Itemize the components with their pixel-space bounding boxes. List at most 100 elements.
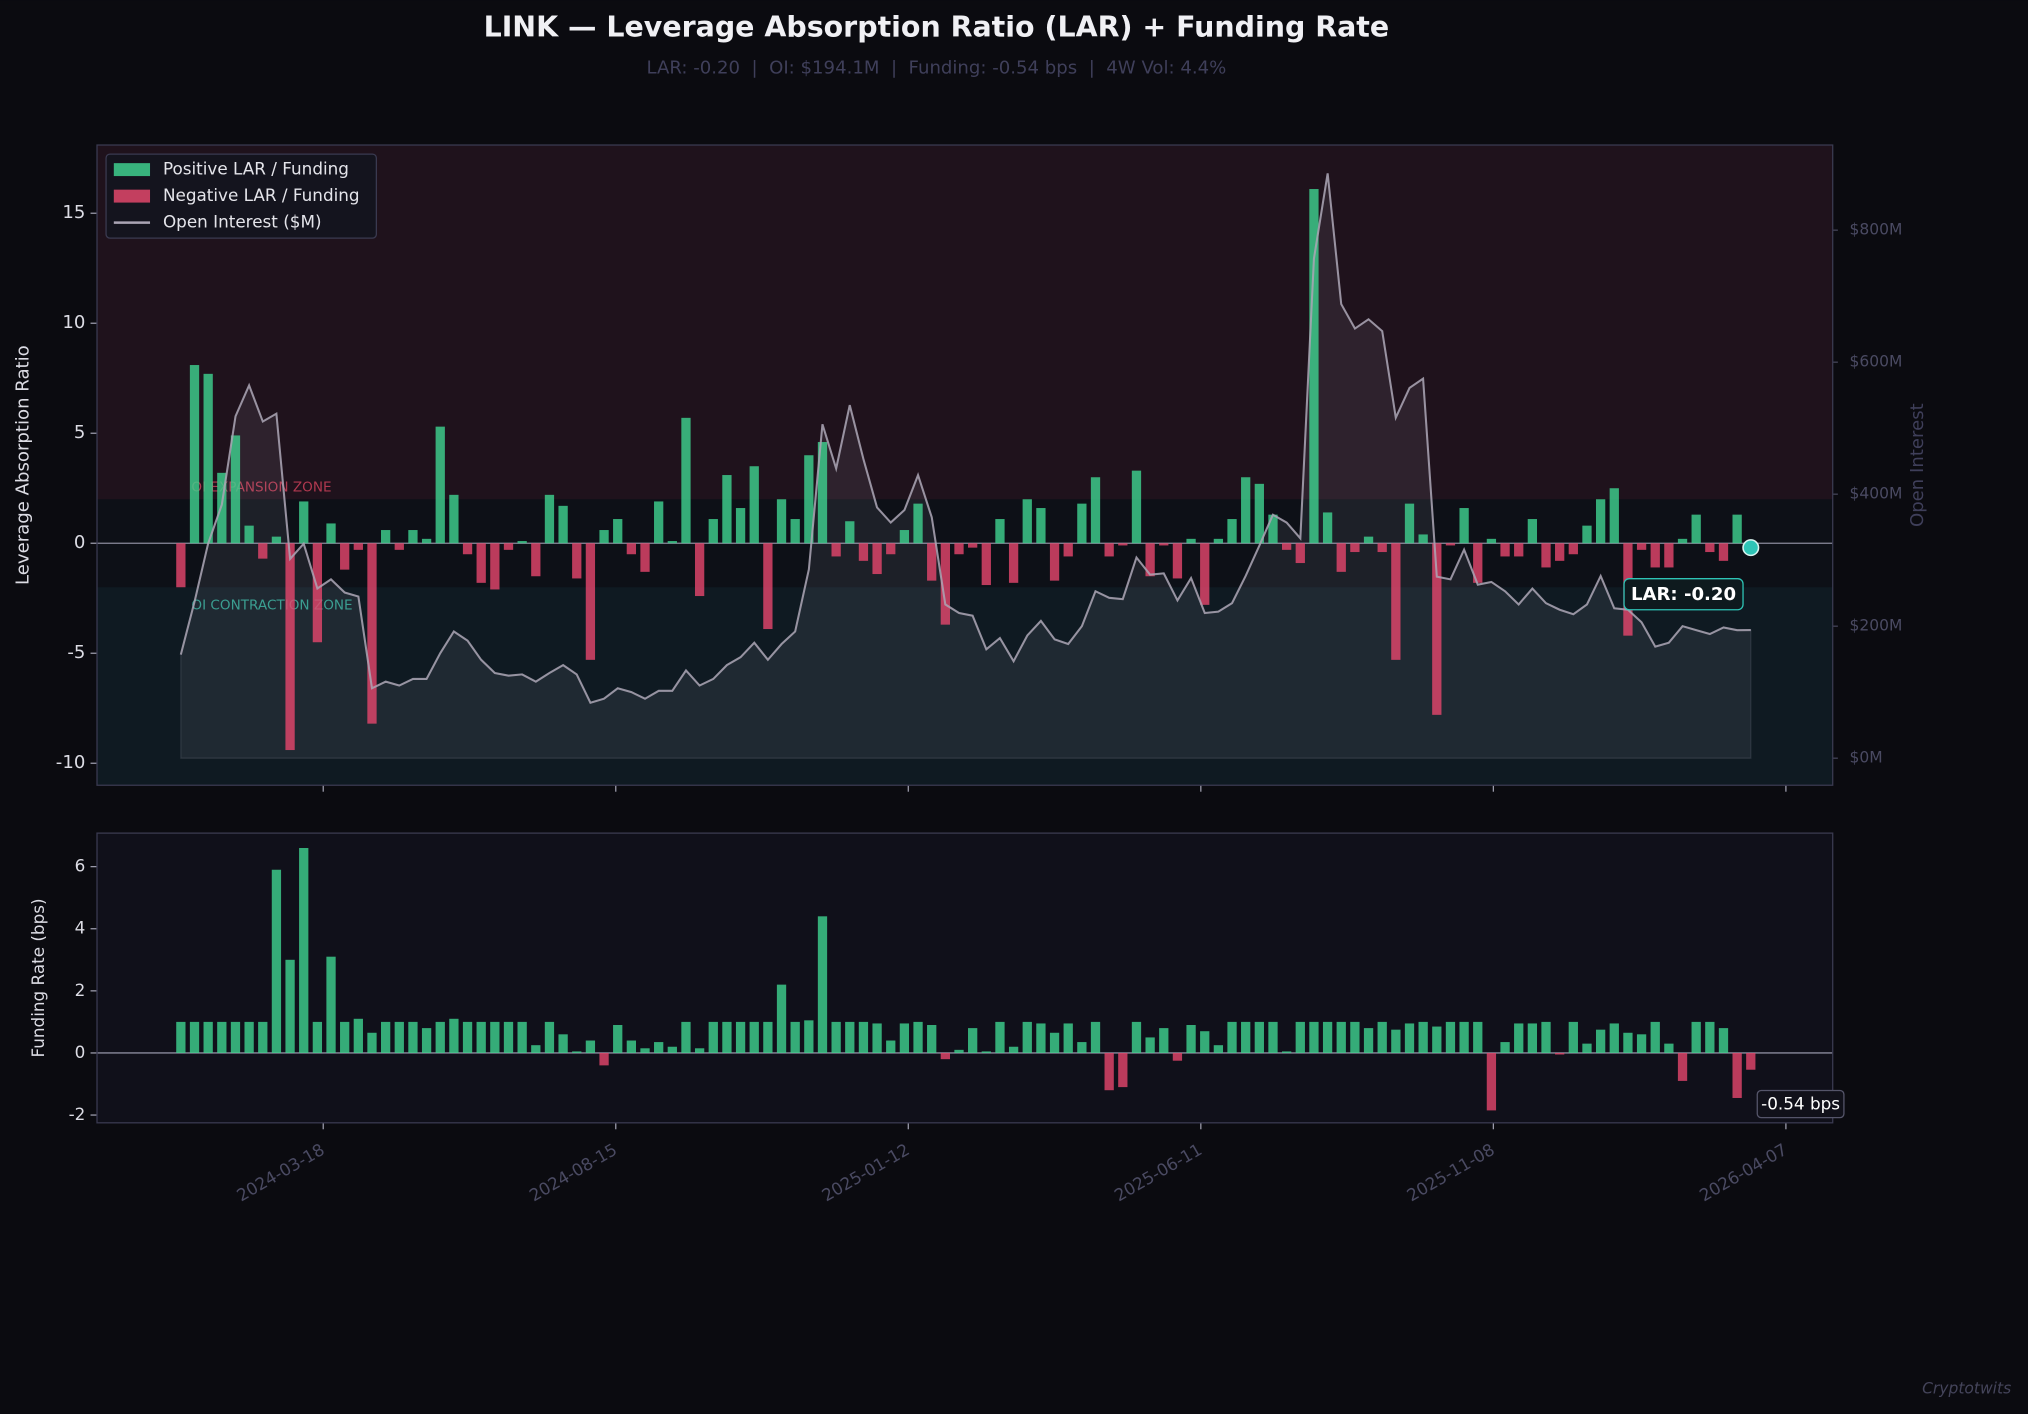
bar (1514, 1023, 1524, 1053)
bar (1541, 543, 1551, 568)
bar (654, 501, 664, 544)
bar (1131, 470, 1142, 544)
bar (1718, 543, 1729, 561)
bar (899, 530, 910, 544)
bar (312, 543, 323, 643)
bar (1718, 1028, 1729, 1053)
bar (817, 916, 828, 1053)
bar (913, 1021, 923, 1053)
bar (544, 494, 555, 544)
bar (804, 455, 814, 544)
bar (940, 543, 950, 625)
bar (995, 1021, 1005, 1053)
bar (1049, 543, 1060, 581)
bar (968, 543, 978, 548)
bar (1227, 1021, 1237, 1053)
bar (1514, 543, 1524, 557)
annotation: -0.54 bps (1761, 1094, 1840, 1114)
bar (380, 530, 391, 544)
y2-tick-label: $200M (1850, 617, 1903, 635)
y2-tick-label: $800M (1850, 221, 1903, 239)
bar (258, 1021, 268, 1053)
bar (1582, 525, 1592, 544)
bar (954, 1049, 964, 1053)
legend-label: Negative LAR / Funding (163, 185, 360, 205)
bar (1145, 543, 1155, 577)
bar (626, 543, 637, 555)
oi-line (179, 173, 1751, 704)
bar (1063, 543, 1073, 557)
bar (394, 1021, 404, 1053)
bar (1036, 508, 1046, 544)
bar (708, 519, 718, 544)
bar (694, 1048, 705, 1053)
bar (1664, 1043, 1674, 1053)
bar (1541, 1021, 1551, 1053)
legend-swatch (113, 163, 151, 177)
bar (858, 1021, 869, 1053)
y2-tick-label: $0M (1850, 749, 1883, 767)
bar (1568, 1021, 1578, 1053)
y-tick-label: 10 (62, 312, 85, 333)
bar (1623, 1032, 1633, 1053)
bar (1336, 543, 1346, 572)
bar (640, 1048, 650, 1053)
bar (1090, 477, 1101, 544)
bar (613, 519, 623, 544)
bar (244, 525, 254, 544)
watermark: Cryptotwits (1922, 1380, 2011, 1398)
bar (1104, 543, 1114, 557)
bar (258, 543, 268, 559)
bar (1650, 543, 1660, 568)
chart-subtitle: LAR: -0.20 | OI: $194.1M | Funding: -0.5… (646, 58, 1226, 79)
bar (299, 848, 309, 1053)
bar (1227, 519, 1237, 544)
bar (1595, 1029, 1606, 1053)
bar (1036, 1023, 1046, 1053)
bar (735, 1021, 746, 1053)
last-marker (1742, 539, 1760, 557)
y-tick-label: 15 (62, 202, 85, 223)
bar (353, 1018, 363, 1053)
bar (749, 1021, 759, 1053)
bar (1418, 1021, 1428, 1053)
y-tick-label: -2 (69, 1104, 86, 1124)
bar (517, 541, 527, 544)
bar (599, 530, 609, 544)
bar (790, 519, 800, 544)
bar (1636, 543, 1647, 550)
bar (1445, 543, 1456, 546)
y-tick-label: -10 (56, 752, 86, 773)
bar (694, 543, 705, 597)
annotation-box (1623, 578, 1744, 611)
bar (299, 501, 309, 544)
bar (1391, 543, 1401, 660)
bar (1200, 1031, 1210, 1053)
bar (1500, 1042, 1510, 1053)
y-tick-label: 6 (75, 856, 86, 876)
bar (1568, 543, 1578, 555)
bar (1254, 1021, 1264, 1053)
bar (1022, 499, 1032, 544)
bar (203, 373, 213, 544)
bar (1732, 514, 1742, 544)
y2-tick-label: $600M (1850, 353, 1903, 371)
bar (503, 543, 514, 550)
bar (1213, 538, 1224, 544)
bar (1336, 1021, 1346, 1053)
bar (1677, 538, 1688, 544)
y2-tick-label: $400M (1850, 485, 1903, 503)
bar (1582, 1043, 1592, 1053)
plot-frame (96, 144, 1834, 786)
zone-label: OI EXPANSION ZONE (191, 480, 331, 496)
bar (1350, 1021, 1360, 1053)
bar (1677, 1052, 1688, 1081)
bar (1636, 1034, 1647, 1053)
y-tick-label: 4 (75, 918, 86, 938)
bar (285, 543, 295, 751)
bar (367, 543, 377, 724)
y-tick-label: 0 (75, 1042, 86, 1062)
bar (517, 1021, 527, 1053)
bar (340, 1021, 350, 1053)
zone-label: OI CONTRACTION ZONE (191, 597, 352, 613)
